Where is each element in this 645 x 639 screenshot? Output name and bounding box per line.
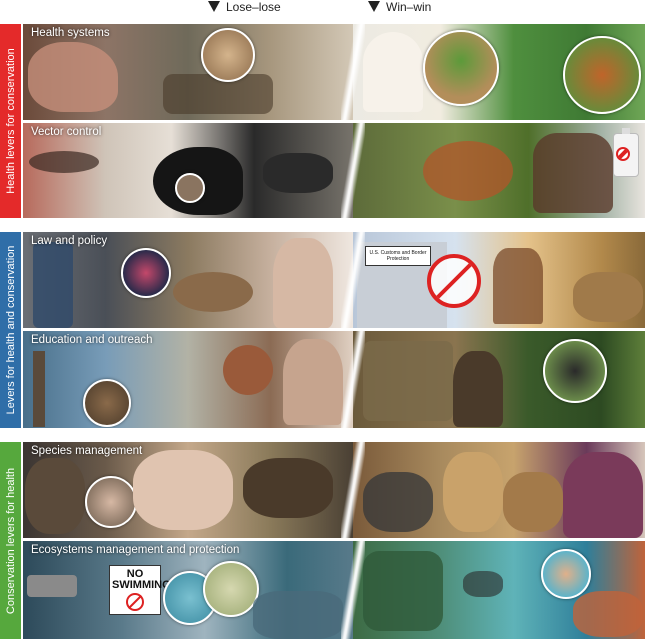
section-both-levers: Levers for health and conservation <box>0 232 21 428</box>
microscope-circle <box>121 248 171 298</box>
panel-education-and-outreach: Education and outreach <box>23 331 645 428</box>
bat-circle <box>83 379 131 427</box>
panel-species-management: Species management <box>23 442 645 538</box>
divider <box>341 232 365 328</box>
section-conservation-levers: Conservation levers for health <box>0 442 21 639</box>
man-shape <box>453 351 503 427</box>
lose-lose-image <box>23 331 353 428</box>
win-win-image <box>353 541 645 639</box>
lose-lose-image: NO SWIMMING <box>23 541 353 639</box>
birdwatchers-shape <box>533 133 613 213</box>
coral-reef-shape <box>573 591 643 637</box>
woman-shape <box>273 238 333 328</box>
hikers-shape <box>493 248 543 324</box>
no-animal-icon <box>427 254 481 308</box>
panel-title: Ecosystems management and protection <box>31 544 240 556</box>
win-win-image <box>353 24 645 120</box>
prairie-dogs-shape <box>573 272 643 322</box>
down-triangle-icon <box>368 1 380 12</box>
lose-lose-image <box>23 123 353 218</box>
clay-pot-shape <box>223 345 273 395</box>
divider <box>341 442 365 538</box>
panel-title: Species management <box>31 445 143 457</box>
down-triangle-icon <box>208 1 220 12</box>
doctor-child-shape <box>363 32 423 112</box>
woman-drinking-shape <box>283 339 343 425</box>
customs-sign: U.S. Customs and Border Protection <box>365 246 431 266</box>
lioness-shape <box>443 452 503 532</box>
divider <box>341 541 365 639</box>
algae-circle <box>203 561 259 617</box>
animal-shape <box>173 272 253 312</box>
dead-bird-shape <box>263 153 333 193</box>
panel-title: Vector control <box>31 126 102 138</box>
lose-lose-image <box>23 24 353 120</box>
lose-lose-header: Lose–lose <box>208 0 281 14</box>
wild-dogs-shape <box>363 472 433 532</box>
no-swimming-text: NO SWIMMING <box>112 568 171 591</box>
win-win-image: U.S. Customs and Border Protection <box>353 232 645 328</box>
fruit-bat-circle <box>543 339 607 403</box>
bitten-hand-shape <box>133 450 233 530</box>
wild-dog-shape <box>243 458 333 518</box>
panel-health-systems: Health systems <box>23 24 645 120</box>
orangutan-circle <box>563 36 641 114</box>
sick-child-shape <box>28 42 118 112</box>
panel-ecosystems-management: NO SWIMMING Ecosystems management and pr… <box>23 541 645 639</box>
no-swimming-sign: NO SWIMMING <box>109 565 171 615</box>
no-mosquito-icon <box>616 147 630 161</box>
no-swimming-icon <box>126 593 144 611</box>
panel-law-and-policy: U.S. Customs and Border Protection Law a… <box>23 232 645 328</box>
logging-debris-shape <box>163 74 273 114</box>
divider <box>341 123 365 218</box>
mosquito-shape <box>29 151 99 173</box>
divider <box>341 331 365 428</box>
win-win-image <box>353 442 645 538</box>
section-health-levers: Health levers for conservation <box>0 24 21 218</box>
impalas-shape <box>503 472 563 532</box>
dog-bite-circle <box>85 476 137 528</box>
panel-title: Education and outreach <box>31 334 153 346</box>
palm-tree-shape <box>33 351 45 427</box>
snarling-dog-shape <box>25 458 85 534</box>
panel-vector-control: Vector control <box>23 123 645 218</box>
child-vaccination-shape <box>563 452 643 538</box>
polluted-water-shape <box>253 591 343 639</box>
win-win-image <box>353 123 645 218</box>
panel-title: Law and policy <box>31 235 108 247</box>
column-headers: Lose–lose Win–win <box>0 0 645 22</box>
divider <box>341 24 365 120</box>
swimmers-circle <box>541 549 591 599</box>
win-win-header: Win–win <box>368 0 431 14</box>
bamboo-skirt-shape <box>363 341 453 421</box>
robins-shape <box>423 141 513 201</box>
walking-legs-shape <box>33 242 73 328</box>
pipe-shape <box>27 575 77 597</box>
lose-lose-image <box>23 232 353 328</box>
insect-circle <box>175 173 205 203</box>
diver-shape <box>463 571 503 597</box>
win-win-image <box>353 331 645 428</box>
mangrove-river-shape <box>363 551 443 631</box>
lose-lose-image <box>23 442 353 538</box>
panel-title: Health systems <box>31 27 110 39</box>
seedling-circle <box>423 30 499 106</box>
coins-circle <box>201 28 255 82</box>
